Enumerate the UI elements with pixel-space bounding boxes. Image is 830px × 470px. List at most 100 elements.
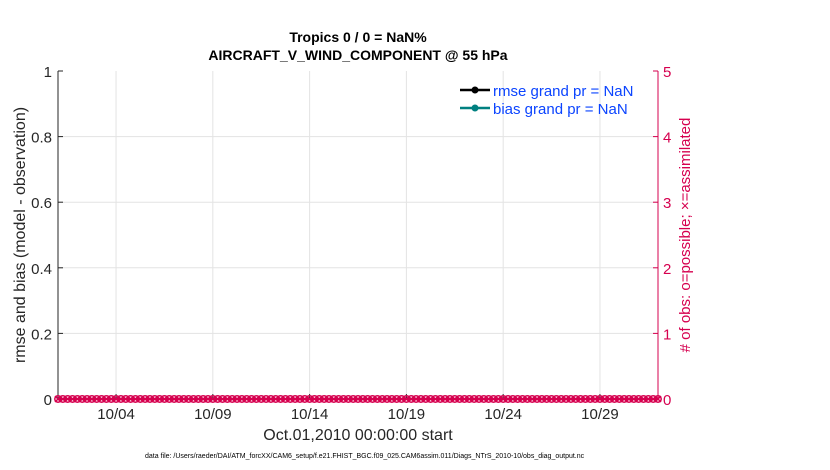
possible-obs-marker — [523, 395, 532, 403]
possible-obs-marker — [329, 395, 338, 403]
possible-obs-marker — [475, 395, 483, 403]
possible-obs-marker — [160, 395, 169, 403]
possible-obs-marker — [339, 395, 348, 403]
possible-obs-marker — [368, 395, 377, 403]
possible-obs-marker — [620, 395, 629, 403]
possible-obs-marker — [625, 395, 633, 403]
possible-obs-marker — [349, 395, 358, 403]
possible-obs-marker — [547, 395, 556, 403]
x-tick-label: 10/24 — [484, 406, 522, 423]
possible-obs-marker — [513, 395, 522, 403]
possible-obs-marker — [494, 395, 503, 403]
possible-obs-marker — [455, 395, 464, 403]
possible-obs-marker — [387, 395, 396, 403]
plot-area — [58, 71, 658, 399]
possible-obs-marker — [470, 395, 479, 403]
possible-obs-marker — [310, 395, 319, 403]
possible-obs-marker — [68, 395, 77, 403]
legend-rmse-marker — [471, 86, 479, 94]
possible-obs-marker — [571, 395, 580, 403]
possible-obs-marker — [436, 395, 445, 403]
possible-obs-marker — [354, 395, 362, 403]
possible-obs-marker — [305, 395, 314, 403]
possible-obs-marker — [247, 395, 256, 403]
possible-obs-marker — [479, 395, 488, 403]
legend-bias-label: bias grand pr = NaN — [493, 101, 628, 118]
possible-obs-marker — [223, 395, 232, 403]
possible-obs-marker — [373, 395, 382, 403]
y-tick-label: 0 — [44, 392, 52, 409]
possible-obs-marker — [58, 395, 67, 403]
possible-obs-marker — [552, 395, 561, 403]
possible-obs-marker — [600, 395, 609, 403]
possible-obs-marker — [654, 395, 662, 403]
possible-obs-marker — [586, 395, 595, 403]
possible-obs-marker — [54, 395, 62, 403]
possible-obs-marker — [165, 395, 174, 403]
possible-obs-marker — [634, 395, 643, 403]
possible-obs-marker — [87, 395, 96, 403]
possible-obs-marker — [208, 395, 217, 403]
possible-obs-marker — [344, 395, 353, 403]
possible-obs-marker — [644, 395, 653, 403]
y-tick-label: 0.2 — [31, 326, 52, 343]
possible-obs-marker — [537, 395, 546, 403]
possible-obs-marker — [237, 395, 246, 403]
possible-obs-marker — [126, 395, 135, 403]
possible-obs-marker — [116, 395, 125, 403]
possible-obs-marker — [402, 395, 411, 403]
possible-obs-marker — [363, 395, 372, 403]
possible-obs-marker — [291, 395, 300, 403]
possible-obs-marker — [562, 395, 571, 403]
possible-obs-marker — [315, 395, 324, 403]
y-tick-label: 1 — [44, 64, 52, 81]
possible-obs-marker — [271, 395, 280, 403]
x-tick-label: 10/09 — [194, 406, 232, 423]
possible-obs-marker — [218, 395, 227, 403]
possible-obs-marker — [121, 395, 130, 403]
possible-obs-marker — [378, 395, 387, 403]
y-axis-label: rmse and bias (model - observation) — [12, 107, 29, 363]
x-tick-label: 10/14 — [291, 406, 329, 423]
possible-obs-marker — [581, 395, 590, 403]
possible-obs-marker — [281, 395, 290, 403]
possible-obs-marker — [78, 395, 87, 403]
possible-obs-marker — [112, 395, 121, 403]
possible-obs-marker — [518, 395, 527, 403]
possible-obs-marker — [276, 395, 285, 403]
y2-tick-label: 2 — [663, 261, 671, 278]
possible-obs-marker — [150, 395, 159, 403]
possible-obs-marker — [63, 395, 72, 403]
possible-obs-marker — [204, 395, 212, 403]
possible-obs-marker — [295, 395, 304, 403]
possible-obs-marker — [131, 395, 140, 403]
y2-tick-label: 5 — [663, 64, 671, 81]
possible-obs-marker — [300, 395, 309, 403]
possible-obs-marker — [441, 395, 450, 403]
possible-obs-marker — [286, 395, 295, 403]
y2-tick-label: 3 — [663, 195, 671, 212]
possible-obs-marker — [175, 395, 183, 403]
y-tick-label: 0.8 — [31, 130, 52, 147]
legend-rmse-label: rmse grand pr = NaN — [493, 83, 633, 100]
legend: rmse grand pr = NaN bias grand pr = NaN — [460, 83, 633, 118]
possible-obs-marker — [102, 395, 111, 403]
possible-obs-marker — [605, 395, 614, 403]
grid — [58, 71, 658, 399]
possible-obs-marker — [136, 395, 145, 403]
possible-obs-marker — [484, 395, 493, 403]
x-tick-label: 10/19 — [388, 406, 426, 423]
possible-obs-marker — [610, 395, 619, 403]
possible-obs-marker — [489, 395, 498, 403]
possible-obs-marker — [92, 395, 101, 403]
possible-obs-marker — [615, 395, 624, 403]
possible-obs-marker — [107, 395, 116, 403]
possible-obs-marker — [445, 395, 454, 403]
possible-obs-marker — [533, 395, 541, 403]
possible-obs-marker — [325, 395, 333, 403]
possible-obs-marker — [557, 395, 566, 403]
possible-obs-marker — [460, 395, 469, 403]
y2-tick-label: 4 — [663, 130, 671, 147]
possible-obs-marker — [576, 395, 585, 403]
